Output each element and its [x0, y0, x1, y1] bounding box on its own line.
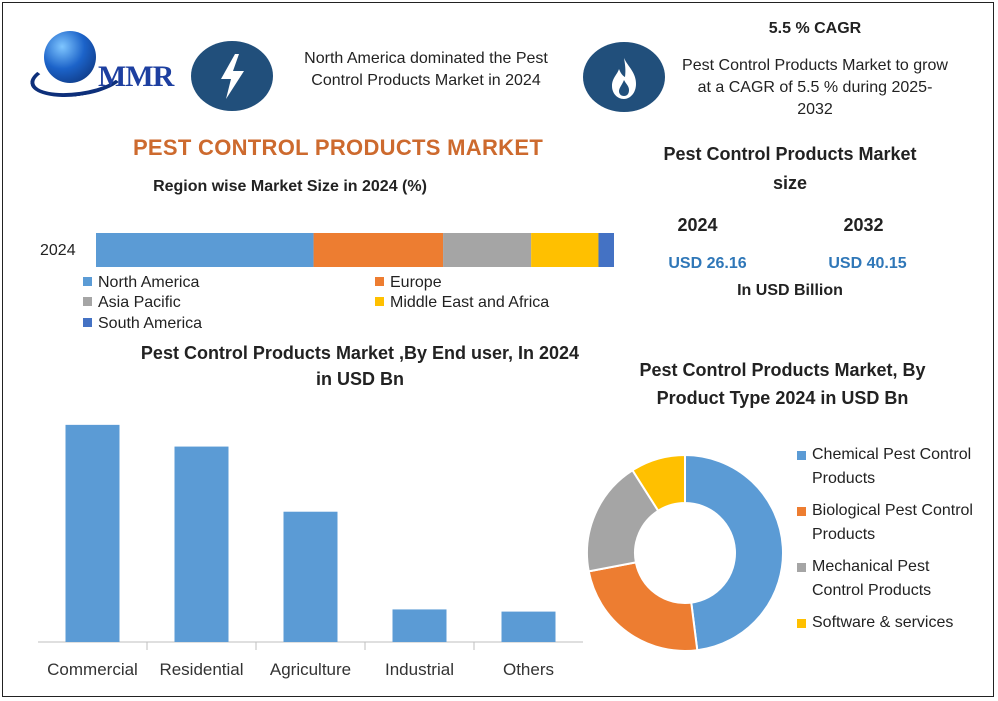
- cagr-text: Pest Control Products Market to grow at …: [682, 57, 948, 118]
- region-segment-1: [96, 233, 314, 267]
- main-title: PEST CONTROL PRODUCTS MARKET: [132, 135, 544, 160]
- x-tick-label: Agriculture: [270, 660, 351, 679]
- legend-label: Biological Pest Control Products: [812, 502, 973, 543]
- legend-swatch: [83, 297, 92, 306]
- donut-legend-item: Biological Pest Control Products: [797, 499, 982, 547]
- legend-label: Software & services: [812, 614, 954, 631]
- legend-swatch: [83, 318, 92, 327]
- donut-slice-2: [587, 561, 699, 652]
- legend-swatch: [797, 619, 806, 628]
- legend-swatch: [797, 563, 806, 572]
- legend-label: Europe: [390, 274, 442, 291]
- globe-icon: [44, 31, 96, 83]
- bar-others: [501, 611, 556, 642]
- bar-commercial: [65, 424, 120, 642]
- region-segment-5: [598, 233, 614, 267]
- donut-legend-item: Software & services: [797, 611, 982, 635]
- market-size-title: Pest Control Products Market size: [663, 144, 917, 193]
- region-legend-item: South America: [83, 315, 202, 333]
- enduser-chart-title: Pest Control Products Market ,By End use…: [140, 343, 580, 389]
- year-2032: 2032: [843, 215, 884, 235]
- product-chart-title: Pest Control Products Market, By Product…: [639, 360, 926, 408]
- region-legend-item: Europe: [375, 274, 442, 292]
- region-bar-category: 2024: [40, 242, 76, 259]
- legend-swatch: [375, 297, 384, 306]
- donut-slice-4: [631, 453, 686, 513]
- value-2032: USD 40.15: [828, 255, 907, 272]
- legend-label: Asia Pacific: [98, 294, 181, 311]
- region-legend-item: Middle East and Africa: [375, 294, 549, 312]
- legend-swatch: [797, 507, 806, 516]
- legend-label: South America: [98, 315, 203, 332]
- legend-label: Chemical Pest Control Products: [812, 446, 972, 487]
- region-legend-item: North America: [83, 274, 199, 292]
- donut-legend-item: Chemical Pest Control Products: [797, 443, 982, 491]
- x-tick-label: Residential: [159, 660, 243, 679]
- enduser-bar-chart: Commercial Residential Agriculture Industri…: [38, 424, 583, 679]
- unit-label: In USD Billion: [737, 282, 843, 299]
- region-segment-3: [443, 233, 532, 267]
- legend-label: North America: [98, 274, 200, 291]
- bar-industrial: [392, 609, 447, 642]
- region-segment-2: [313, 233, 444, 267]
- lightning-icon: [191, 41, 273, 111]
- region-segment-4: [531, 233, 599, 267]
- legend-label: Middle East and Africa: [390, 294, 550, 311]
- region-chart-title: Region wise Market Size in 2024 (%): [153, 178, 427, 195]
- product-donut-chart: [586, 453, 784, 652]
- cagr-title: 5.5 % CAGR: [768, 20, 862, 37]
- donut-legend-item: Mechanical Pest Control Products: [797, 555, 982, 603]
- dominance-text: North America dominated the Pest Control…: [304, 50, 548, 89]
- value-2024: USD 26.16: [668, 255, 747, 272]
- logo-text: MMR: [98, 60, 174, 93]
- legend-swatch: [83, 277, 92, 286]
- legend-swatch: [797, 451, 806, 460]
- year-2024: 2024: [677, 215, 718, 235]
- donut-slice-1: [684, 453, 784, 652]
- flame-icon: [583, 42, 665, 112]
- x-tick-label: Commercial: [47, 660, 138, 679]
- legend-label: Mechanical Pest Control Products: [812, 558, 932, 599]
- bar-residential: [174, 446, 229, 642]
- x-tick-label: Industrial: [385, 660, 454, 679]
- bar-agriculture: [283, 511, 338, 642]
- x-tick-label: Others: [503, 660, 554, 679]
- region-stacked-bar: [96, 233, 614, 267]
- region-legend-item: Asia Pacific: [83, 294, 181, 312]
- legend-swatch: [375, 277, 384, 286]
